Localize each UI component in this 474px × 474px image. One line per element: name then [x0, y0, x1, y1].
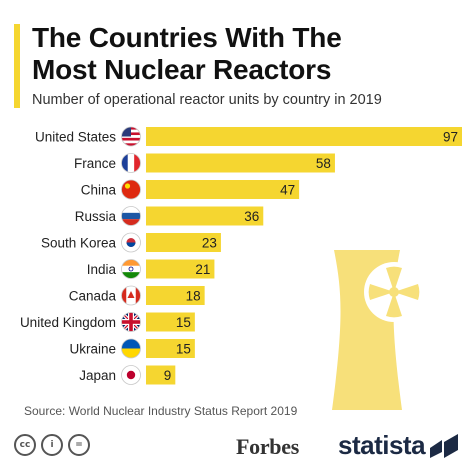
data-label: 47 — [280, 183, 295, 198]
category-label: United States — [35, 130, 116, 145]
category-label: India — [87, 262, 117, 277]
category-label: Russia — [75, 209, 117, 224]
data-label: 18 — [186, 289, 201, 304]
title-accent-bar — [14, 24, 20, 108]
category-label: United Kingdom — [20, 315, 116, 330]
russia-flag-icon — [121, 206, 141, 226]
category-label: China — [81, 183, 117, 198]
source-note: Source: World Nuclear Industry Status Re… — [24, 404, 298, 418]
statista-logo-mark — [430, 434, 458, 458]
data-label: 15 — [176, 315, 191, 330]
license-icons: cc i = — [14, 434, 90, 456]
bar — [146, 365, 176, 385]
canada-flag-icon — [121, 285, 141, 306]
ukraine-flag-icon — [121, 338, 141, 359]
france-flag-icon — [121, 153, 141, 173]
data-label: 36 — [244, 209, 259, 224]
forbes-logo[interactable]: Forbes — [236, 434, 299, 459]
south-korea-flag-icon — [121, 232, 141, 253]
category-label: South Korea — [41, 236, 117, 251]
title-line-1: The Countries With The — [32, 22, 342, 53]
bar — [146, 312, 195, 332]
title-line-2: Most Nuclear Reactors — [32, 54, 332, 85]
equals-icon[interactable]: = — [68, 434, 90, 456]
bar — [146, 206, 264, 226]
bar — [146, 286, 205, 305]
data-label: 23 — [202, 236, 217, 251]
category-label: Ukraine — [69, 342, 116, 357]
cc-icon[interactable]: cc — [14, 434, 36, 456]
china-flag-icon — [121, 179, 141, 200]
statista-logo[interactable]: statista — [338, 430, 426, 460]
bar — [146, 127, 462, 146]
attribution-icon[interactable]: i — [41, 434, 63, 456]
data-label: 97 — [443, 130, 458, 145]
data-label: 58 — [316, 156, 331, 171]
cooling-tower-radiation-icon — [332, 250, 424, 410]
category-label: Canada — [69, 289, 117, 304]
data-label: 9 — [164, 368, 172, 383]
bar — [146, 233, 221, 252]
uk-flag-icon — [121, 312, 141, 332]
chart-subtitle: Number of operational reactor units by c… — [32, 92, 382, 108]
bar — [146, 153, 335, 173]
india-flag-icon — [121, 259, 141, 279]
bar — [146, 180, 300, 199]
category-label: Japan — [79, 368, 116, 383]
bar — [146, 259, 215, 279]
us-flag-icon — [121, 126, 141, 147]
bar — [146, 339, 195, 358]
japan-flag-icon — [121, 365, 141, 385]
category-label: France — [74, 156, 116, 171]
page-title: The Countries With The Most Nuclear Reac… — [32, 22, 452, 86]
data-label: 15 — [176, 342, 191, 357]
data-label: 21 — [195, 262, 210, 277]
